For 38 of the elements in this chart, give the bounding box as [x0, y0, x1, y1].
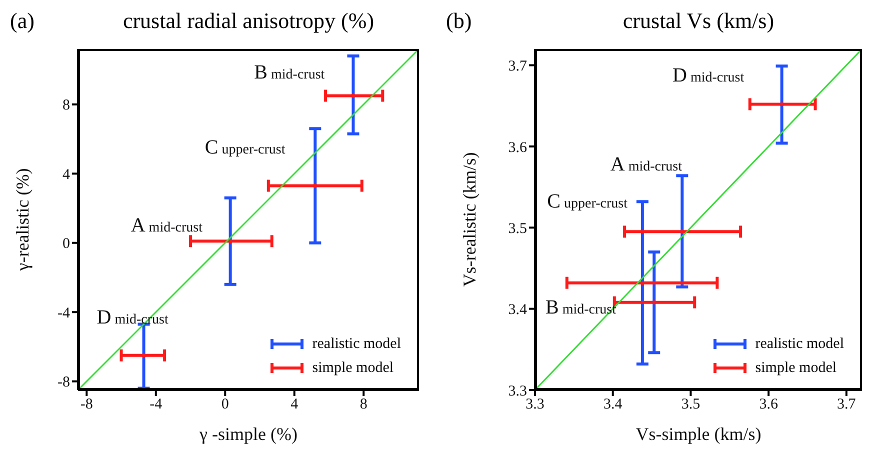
x-tick-label: 3.5	[681, 396, 700, 413]
y-axis-title: γ-realistic (%)	[12, 168, 32, 272]
y-axis-title: Vs-realistic (km/s)	[459, 152, 480, 287]
x-tick-label: 8	[360, 396, 368, 413]
x-tick-label: -8	[80, 396, 93, 413]
y-tick-label: 3.6	[508, 140, 528, 156]
legend-label: realistic model	[312, 336, 401, 352]
y-tick-label: 0	[62, 236, 70, 252]
x-tick-label: 4	[290, 396, 299, 413]
annotation: C upper-crust	[547, 190, 628, 213]
y-tick-label: 4	[62, 166, 70, 183]
y-tick-label: 3.4	[508, 302, 528, 318]
y-tick-label: 8	[62, 98, 70, 114]
y-tick-label: -8	[58, 374, 70, 391]
text: (a)	[10, 8, 34, 34]
x-tick-label: 3.7	[837, 396, 856, 413]
y-tick-label: 3.5	[508, 220, 527, 237]
x-axis-title: γ -simple (%)	[198, 424, 298, 444]
annotation: B mid-crust	[254, 61, 325, 84]
chart-title: crustal Vs (km/s)	[622, 8, 776, 34]
annotation: A mid-crust	[130, 214, 202, 237]
x-tick-label: 3.3	[526, 396, 544, 413]
y-tick-label: 3.3	[508, 383, 527, 400]
y-tick-label: -4	[58, 305, 70, 322]
annotation: C upper-crust	[204, 136, 286, 158]
chart-title: crustal radial anisotropy (%)	[122, 8, 376, 34]
annotation: A mid-crust	[610, 153, 682, 176]
legend-label: simple model	[755, 360, 837, 376]
x-tick-label: 3.4	[603, 396, 623, 413]
legend-label: simple model	[312, 360, 394, 376]
annotation: D mid-crust	[672, 64, 744, 87]
x-axis-title: Vs-simple (km/s)	[636, 424, 762, 444]
y-tick-label: 3.7	[508, 58, 528, 75]
x-tick-label: -4	[150, 396, 163, 413]
x-tick-label: 0	[221, 396, 229, 413]
text: (b)	[446, 8, 472, 34]
x-tick-label: 3.6	[759, 396, 778, 413]
legend-label: realistic model	[755, 336, 844, 352]
